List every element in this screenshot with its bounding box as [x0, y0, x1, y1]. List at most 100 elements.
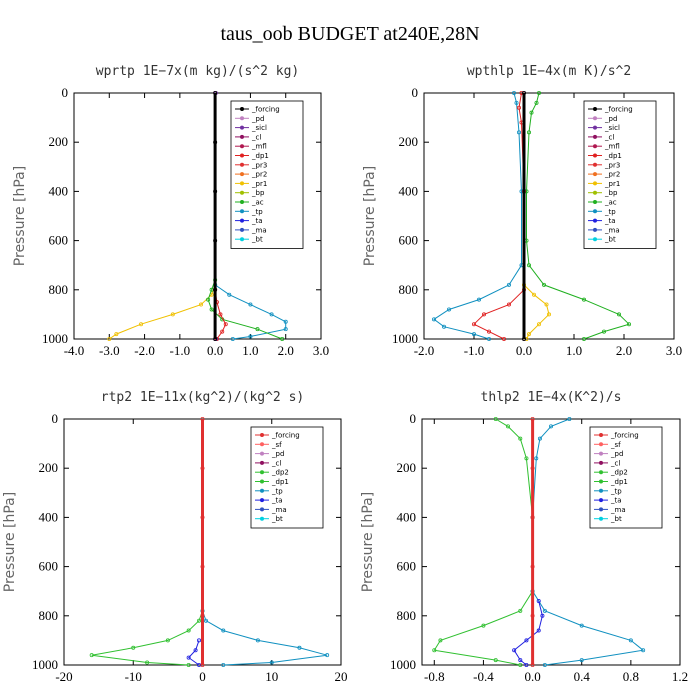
legend-entry: _sf [271, 441, 282, 449]
legend-marker [599, 498, 603, 503]
data-point [200, 564, 205, 569]
legend-marker [240, 144, 244, 149]
legend-marker [240, 153, 244, 158]
data-point [283, 319, 288, 324]
data-point [220, 329, 225, 334]
legend-marker [593, 209, 597, 214]
y-tick-label: 400 [39, 509, 59, 524]
data-point [269, 660, 274, 665]
legend-entry: _pd [610, 450, 623, 458]
data-point [530, 663, 535, 668]
legend-marker [260, 470, 264, 475]
series-line-ac [207, 279, 283, 340]
x-tick-label: 2.0 [278, 343, 294, 358]
panel-2: wpthlp 1E−4x(m K)/s^2 Pressure [hPa] 0 200 4… [362, 64, 682, 358]
y-tick-label: 600 [399, 233, 419, 248]
legend-marker [593, 162, 597, 167]
x-tick-label: 1.0 [566, 343, 582, 358]
data-point [269, 312, 274, 317]
x-tick-label: 0 [199, 669, 206, 684]
legend-entry: _dp1 [251, 152, 269, 160]
data-point [530, 466, 535, 471]
y-axis-label: Pressure [hPa] [360, 492, 376, 592]
data-point [527, 332, 532, 337]
x-tick-label: -0.8 [424, 669, 445, 684]
y-tick-label: 400 [397, 509, 417, 524]
y-tick-label: 0 [62, 85, 69, 100]
data-point [547, 312, 552, 317]
data-point [200, 663, 205, 668]
legend-marker [240, 209, 244, 214]
data-point [431, 317, 436, 322]
legend-marker [593, 190, 597, 195]
legend-marker [240, 190, 244, 195]
figure-title: taus_oob BUDGET at240E,28N [220, 23, 479, 45]
data-point [579, 658, 584, 663]
y-tick-label: 1000 [42, 331, 68, 346]
legend-marker [593, 144, 597, 149]
x-tick-label: -4.0 [64, 343, 85, 358]
data-point [486, 336, 491, 341]
series-line-tp [433, 92, 522, 340]
legend-entry: _dp1 [271, 478, 289, 486]
data-point [213, 238, 218, 243]
data-point [248, 334, 253, 339]
data-point [628, 638, 633, 643]
legend-entry: _dp2 [610, 469, 628, 477]
data-point [486, 329, 491, 334]
x-tick-label: 0.8 [623, 669, 639, 684]
y-tick-label: 600 [39, 559, 59, 574]
legend-marker [240, 162, 244, 167]
data-point [199, 302, 204, 307]
data-point [213, 287, 218, 292]
data-point [522, 336, 527, 341]
y-tick-label: 400 [399, 183, 419, 198]
legend-entry: _pd [604, 115, 617, 123]
data-point [221, 663, 226, 668]
data-point [186, 628, 191, 633]
legend-entry: _ac [604, 199, 617, 207]
x-tick-label: 0.0 [524, 669, 540, 684]
data-point [532, 292, 537, 297]
data-point [197, 638, 202, 643]
legend-marker [260, 460, 264, 465]
legend-entry: _bp [251, 189, 265, 197]
data-point [514, 100, 519, 105]
series-line-ac [526, 92, 630, 340]
legend-marker [260, 433, 264, 437]
series-line-tp [214, 284, 287, 340]
data-point [471, 322, 476, 327]
data-point [186, 663, 191, 668]
legend-marker [599, 479, 603, 484]
legend-marker [599, 442, 603, 447]
legend-entry: _bt [251, 236, 263, 244]
legend-entry: _dp1 [604, 152, 622, 160]
data-point [542, 663, 547, 668]
panel-4: thlp2 1E−4x(K^2)/s Pressure [hPa] 0 200 400 6… [360, 390, 688, 684]
data-point [534, 100, 539, 105]
series-line-pr1 [523, 284, 550, 340]
data-point [476, 297, 481, 302]
y-tick-label: 0 [52, 411, 59, 426]
legend-marker [260, 488, 264, 493]
legend-entry: _sicl [251, 124, 267, 132]
data-point [518, 658, 523, 663]
legend-marker [599, 451, 603, 456]
data-point [518, 663, 523, 668]
panel-1: wprtp 1E−7x(m kg)/(s^2 kg) Pressure [hPa]… [12, 64, 329, 358]
data-point [512, 648, 517, 653]
data-point [432, 648, 437, 653]
data-point [223, 322, 228, 327]
data-point [524, 638, 529, 643]
data-point [567, 416, 572, 421]
series-line-tp [202, 610, 328, 666]
data-point [280, 336, 285, 341]
legend-entry: _bp [604, 189, 618, 197]
series-line-dp1 [473, 92, 525, 340]
y-axis-label: Pressure [hPa] [12, 166, 28, 266]
y-tick-label: 800 [49, 282, 69, 297]
legend-marker [260, 442, 264, 447]
legend-marker [593, 237, 597, 242]
legend-marker [240, 172, 244, 177]
